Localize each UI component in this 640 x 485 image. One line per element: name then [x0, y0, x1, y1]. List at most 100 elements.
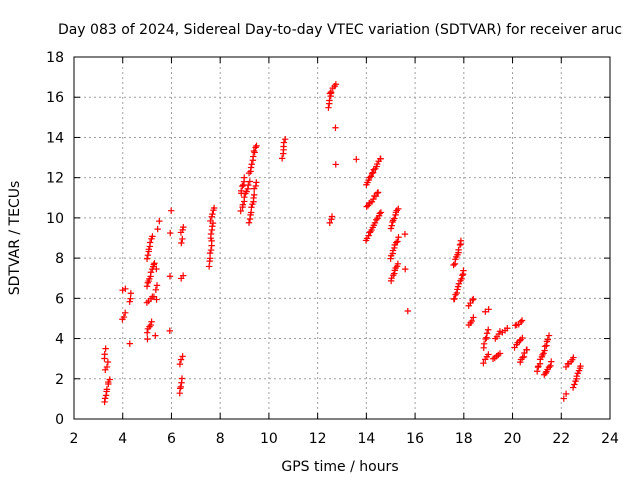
- data-point: [519, 354, 526, 361]
- y-tick-label: 10: [46, 211, 64, 227]
- axis-ticks: [73, 56, 611, 420]
- data-point: [544, 336, 551, 343]
- data-point: [143, 283, 151, 290]
- data-point: [210, 204, 218, 212]
- data-point: [126, 340, 133, 347]
- data-point: [177, 383, 184, 391]
- data-point: [387, 225, 395, 232]
- x-tick-label: 6: [167, 431, 176, 447]
- data-point: [480, 340, 488, 348]
- data-point: [332, 124, 339, 131]
- y-tick-label: 16: [46, 90, 64, 106]
- data-point: [456, 241, 464, 249]
- data-point: [122, 309, 129, 317]
- data-point: [154, 225, 161, 233]
- data-point: [390, 271, 397, 279]
- data-point: [127, 295, 134, 302]
- data-point: [374, 160, 381, 168]
- data-point: [485, 306, 492, 313]
- data-point: [516, 337, 523, 345]
- data-point: [245, 181, 252, 189]
- grid: [74, 57, 610, 419]
- data-point: [468, 317, 476, 325]
- data-point: [149, 233, 156, 240]
- data-point: [153, 265, 160, 273]
- data-point: [454, 286, 461, 293]
- data-point: [206, 249, 214, 257]
- data-point: [470, 314, 477, 321]
- data-point: [450, 261, 457, 269]
- data-point: [523, 346, 531, 353]
- data-point: [388, 222, 395, 229]
- data-points: [101, 81, 584, 406]
- data-point: [455, 246, 462, 254]
- x-tick-label: 10: [260, 431, 278, 447]
- data-point: [178, 239, 185, 247]
- data-point: [152, 286, 160, 294]
- data-point: [179, 353, 186, 360]
- data-point: [166, 327, 174, 335]
- data-point: [533, 368, 541, 375]
- data-point: [241, 174, 248, 181]
- data-point: [152, 332, 159, 339]
- data-point: [483, 330, 491, 337]
- x-tick-label: 24: [601, 431, 619, 447]
- data-point: [177, 356, 185, 363]
- data-point: [541, 343, 549, 350]
- data-point: [458, 275, 465, 283]
- data-point: [480, 359, 487, 367]
- data-point: [374, 189, 381, 197]
- data-point: [577, 362, 584, 370]
- data-point: [153, 282, 161, 289]
- data-point: [143, 255, 151, 262]
- data-point: [560, 395, 567, 402]
- data-point: [207, 217, 214, 225]
- data-point: [353, 156, 360, 163]
- data-point: [368, 170, 376, 177]
- data-point: [248, 161, 255, 168]
- data-point: [241, 193, 248, 201]
- data-point: [209, 223, 216, 230]
- data-point: [469, 296, 476, 304]
- data-point: [207, 246, 215, 254]
- data-point: [392, 239, 400, 246]
- data-point: [126, 298, 133, 305]
- data-point: [367, 173, 375, 180]
- data-point: [144, 251, 152, 259]
- data-point: [570, 354, 577, 361]
- data-point: [237, 207, 244, 215]
- data-point: [167, 229, 174, 237]
- data-point: [237, 187, 245, 195]
- data-point: [571, 381, 578, 388]
- data-point: [143, 329, 151, 336]
- data-point: [280, 139, 288, 146]
- data-point: [459, 272, 466, 279]
- data-point: [239, 182, 246, 190]
- data-point: [547, 362, 554, 370]
- data-point: [327, 88, 335, 96]
- data-point: [147, 269, 155, 276]
- data-point: [332, 81, 340, 88]
- data-point: [372, 192, 380, 200]
- y-tick-label: 12: [46, 171, 64, 187]
- data-point: [377, 155, 384, 162]
- data-point: [365, 232, 372, 239]
- data-point: [103, 363, 111, 371]
- data-point: [326, 219, 333, 227]
- data-point: [395, 205, 402, 213]
- data-point: [542, 369, 549, 377]
- data-point: [404, 307, 412, 315]
- y-tick-label: 6: [55, 291, 64, 307]
- data-point: [147, 321, 155, 329]
- data-point: [519, 334, 526, 342]
- data-point: [402, 265, 409, 273]
- data-point: [180, 223, 187, 231]
- data-point: [401, 230, 409, 238]
- y-tick-label: 2: [55, 372, 64, 388]
- data-point: [150, 261, 158, 268]
- data-point: [395, 234, 402, 241]
- data-point: [145, 246, 153, 253]
- x-tick-label: 4: [118, 431, 127, 447]
